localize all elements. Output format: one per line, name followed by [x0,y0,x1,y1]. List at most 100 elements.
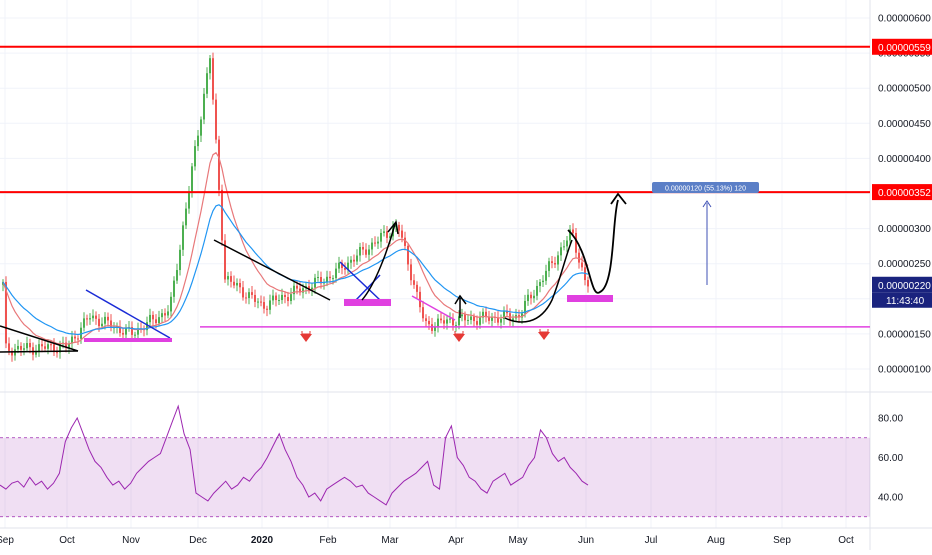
candle-body [554,263,556,265]
candle-body [446,319,448,324]
candle-body [242,287,244,298]
candle-body [473,316,475,322]
time-tick-label: Jun [578,535,594,546]
candle-body [329,276,331,279]
candle-body [461,314,463,317]
candle-body [503,310,505,320]
time-tick-label: 2020 [251,535,274,546]
time-tick-label: Oct [838,535,854,546]
candle-body [251,292,253,295]
candle-body [536,285,538,296]
candle-body [206,73,208,94]
candle-body [188,191,190,209]
candle-body [539,282,541,286]
price-tick-label: 0.00000600 [878,14,931,25]
candle-body [434,326,436,331]
candle-body [425,318,427,321]
price-tick-label: 0.00000250 [878,259,931,270]
candle-body [224,240,226,280]
candle-body [131,327,133,335]
ema-slow-line [2,204,589,336]
candle-body [557,255,559,265]
candle-body [407,245,409,265]
time-tick-label: May [509,535,528,546]
candle-body [17,345,19,350]
candle-body [281,294,283,301]
time-tick-label: Jul [645,535,658,546]
price-tick-label: 0.00000150 [878,329,931,340]
countdown-label: 11:43:40 [886,296,925,307]
trend-line-mar [411,295,456,321]
candle-body [551,261,553,264]
candle-body [437,318,439,327]
candle-body [158,317,160,324]
last-price-box [872,276,932,293]
candle-body [386,231,388,238]
candle-body [260,301,262,303]
time-tick-label: Apr [448,535,464,546]
last-price-label: 0.00000220 [878,281,931,292]
candle-body [89,318,91,320]
level-label: 0.00000559 [878,43,931,54]
candle-body [5,281,7,344]
candle-body [149,314,151,323]
price-tick-label: 0.00000400 [878,154,931,165]
candle-body [359,246,361,256]
candle-body [194,146,196,167]
candle-body [200,119,202,136]
candle-body [182,225,184,250]
candle-body [560,247,562,256]
candle-body [248,292,250,299]
candle-body [59,344,61,353]
candle-body [299,288,301,293]
candle-body [53,344,55,353]
candle-body [455,325,457,327]
candle-body [269,300,271,310]
candle-body [524,300,526,314]
candle-body [374,242,376,244]
candle-body [476,321,478,325]
candle-body [401,230,403,238]
candle-body [338,262,340,269]
candle-body [11,350,13,356]
candle-body [83,318,85,328]
candle-body [284,294,286,298]
candle-body [371,242,373,250]
candle-body [548,261,550,271]
candle-body [485,311,487,318]
support-box-nov [84,338,172,342]
candle-body [26,343,28,349]
candle-body [134,334,136,336]
arrow-up-feb [361,223,396,301]
candle-body [419,291,421,308]
candle-body [119,326,121,333]
candle-body [173,280,175,297]
candle-body [47,344,49,349]
candle-body [506,310,508,314]
price-tick-label: 0.00000100 [878,365,931,376]
candle-body [542,280,544,283]
candle-body [152,314,154,320]
drawing-layer[interactable]: 0.00000120 (55.13%) 120 [0,45,870,353]
candle-body [572,229,574,233]
support-box-may [567,295,613,302]
ema-fast-line [2,151,589,345]
candle-body [488,317,490,321]
price-tick-label: 0.00000450 [878,119,931,130]
candle-body [155,319,157,324]
rsi-line [0,404,589,506]
candle-body [146,322,148,331]
price-layer[interactable] [2,52,589,362]
candle-body [65,342,67,348]
candle-body [512,318,514,321]
candle-body [482,311,484,318]
candle-body [245,297,247,299]
candle-body [38,344,40,352]
rsi-layer[interactable] [0,404,870,518]
candle-body [95,315,97,319]
price-tick-label: 0.00000500 [878,84,931,95]
candle-body [575,232,577,253]
candle-body [332,278,334,280]
candle-body [272,295,274,301]
